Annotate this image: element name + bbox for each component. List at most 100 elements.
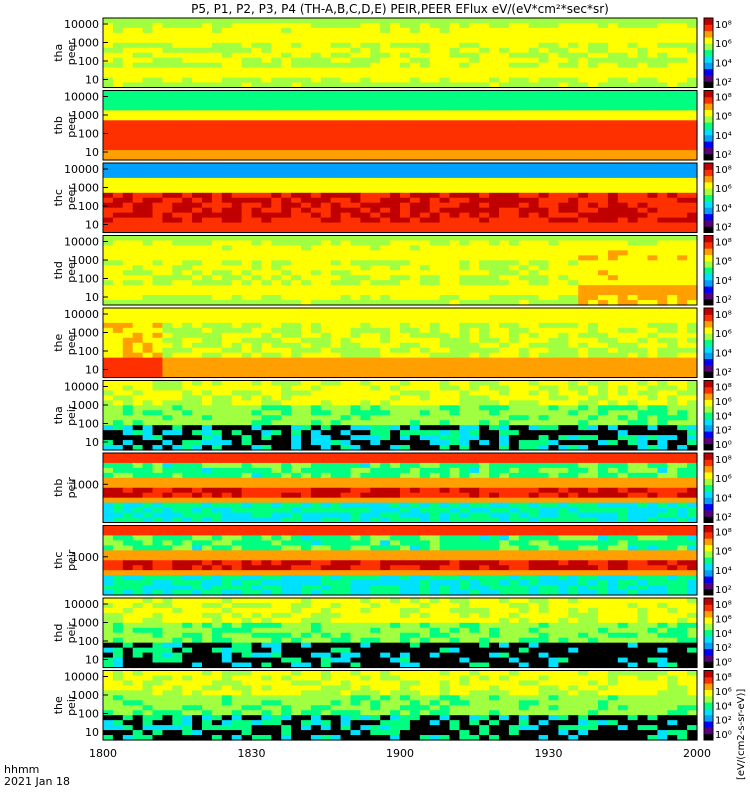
spectrogram-cell [360, 150, 371, 156]
spectrogram-cell [459, 352, 470, 359]
spectrogram-cell [647, 327, 658, 334]
spectrogram-cell [617, 145, 629, 151]
spectrogram-cell [667, 385, 678, 392]
spectrogram-cell [281, 308, 292, 314]
spectrogram-cell [459, 312, 470, 319]
spectrogram-cell [221, 18, 233, 24]
spectrogram-cell [479, 327, 490, 334]
spectrogram-cell [112, 18, 124, 24]
spectrogram-cell [350, 72, 361, 79]
spectrogram-cell [459, 32, 470, 39]
spectrogram-cell [409, 163, 421, 169]
spectrogram-cell [320, 72, 332, 79]
spectrogram-cell [142, 425, 154, 431]
spectrogram-cell [568, 167, 579, 174]
spectrogram-cell [281, 312, 292, 319]
spectrogram-cell [469, 182, 480, 189]
spectrogram-cell [132, 317, 144, 324]
spectrogram-cell [221, 192, 233, 199]
spectrogram-cell [449, 240, 460, 247]
spectrogram-cell [211, 105, 223, 111]
spectrogram-cell [112, 125, 124, 131]
spectrogram-cell [310, 177, 322, 184]
spectrogram-cell [528, 163, 540, 169]
spectrogram-cell [677, 357, 688, 364]
spectrogram-cell [588, 327, 599, 334]
spectrogram-cell [310, 95, 322, 102]
spectrogram-cell [578, 280, 589, 286]
spectrogram-cell [558, 130, 569, 136]
spectrogram-cell [637, 135, 649, 141]
spectrogram-cell [370, 227, 381, 234]
spectrogram-cell [142, 155, 154, 161]
spectrogram-cell [419, 42, 431, 49]
spectrogram-cell [251, 145, 262, 151]
spectrogram-cell [291, 155, 302, 161]
spectrogram-cell [598, 22, 609, 29]
spectrogram-cell [489, 380, 500, 387]
spectrogram-cell [103, 135, 114, 141]
spectrogram-cell [677, 130, 688, 136]
spectrogram-cell [112, 100, 124, 106]
spectrogram-cell [627, 280, 639, 286]
spectrogram-cell [598, 57, 609, 64]
spectrogram-cell [103, 140, 114, 146]
spectrogram-cell [360, 82, 371, 89]
spectrogram-cell [152, 290, 163, 296]
spectrogram-cell [568, 187, 579, 194]
spectrogram-cell [419, 155, 431, 161]
colorbar-frame [703, 307, 714, 378]
spectrogram-cell [320, 140, 332, 146]
spectrogram-cell [429, 337, 441, 344]
spectrogram-cell [261, 105, 272, 111]
spectrogram-cell [370, 18, 381, 24]
spectrogram-cell [162, 67, 173, 74]
spectrogram-cell [518, 172, 530, 179]
spectrogram-cell [340, 347, 352, 354]
spectrogram-cell [518, 47, 530, 54]
spectrogram-cell [330, 52, 342, 59]
spectrogram-cell [687, 415, 698, 421]
spectrogram-cell [598, 395, 609, 401]
spectrogram-cell [489, 410, 500, 416]
spectrogram-cell [202, 420, 213, 426]
spectrogram-cell [310, 18, 322, 24]
spectrogram-cell [647, 90, 658, 97]
spectrogram-cell [538, 367, 550, 374]
spectrogram-cell [251, 90, 262, 97]
spectrogram-cell [281, 72, 292, 79]
spectrogram-cell [647, 130, 658, 136]
spectrogram-cell [419, 22, 431, 29]
spectrogram-cell [429, 415, 441, 421]
spectrogram-cell [281, 290, 292, 296]
spectrogram-cell [657, 42, 668, 49]
spectrogram-cell [538, 222, 550, 229]
spectrogram-cell [360, 192, 371, 199]
spectrogram-cell [528, 105, 540, 111]
spectrogram-cell [617, 155, 629, 161]
spectrogram-cell [607, 197, 619, 204]
y-tick-label: 100 [78, 55, 99, 68]
spectrogram-cell [459, 285, 470, 291]
spectrogram-cell [202, 372, 213, 379]
spectrogram-cell [528, 425, 540, 431]
colorbar-segment [704, 286, 713, 293]
spectrogram-cell [281, 265, 292, 271]
spectrogram-cell [588, 275, 599, 281]
spectrogram-cell [172, 357, 183, 364]
spectrogram-cell [508, 47, 520, 54]
spectrogram-cell [172, 312, 183, 319]
spectrogram-cell [538, 380, 550, 387]
spectrogram-cell [409, 172, 421, 179]
spectrogram-cell [320, 100, 332, 106]
spectrogram-cell [231, 182, 243, 189]
spectrogram-cell [281, 227, 292, 234]
spectrogram-cell [548, 255, 559, 261]
spectrogram-cell [271, 120, 282, 126]
spectrogram-cell [598, 62, 609, 69]
spectrogram-cell [301, 357, 312, 364]
spectrogram-cell [350, 197, 361, 204]
spectrogram-cell [617, 37, 629, 44]
spectrogram-cell [132, 290, 144, 296]
